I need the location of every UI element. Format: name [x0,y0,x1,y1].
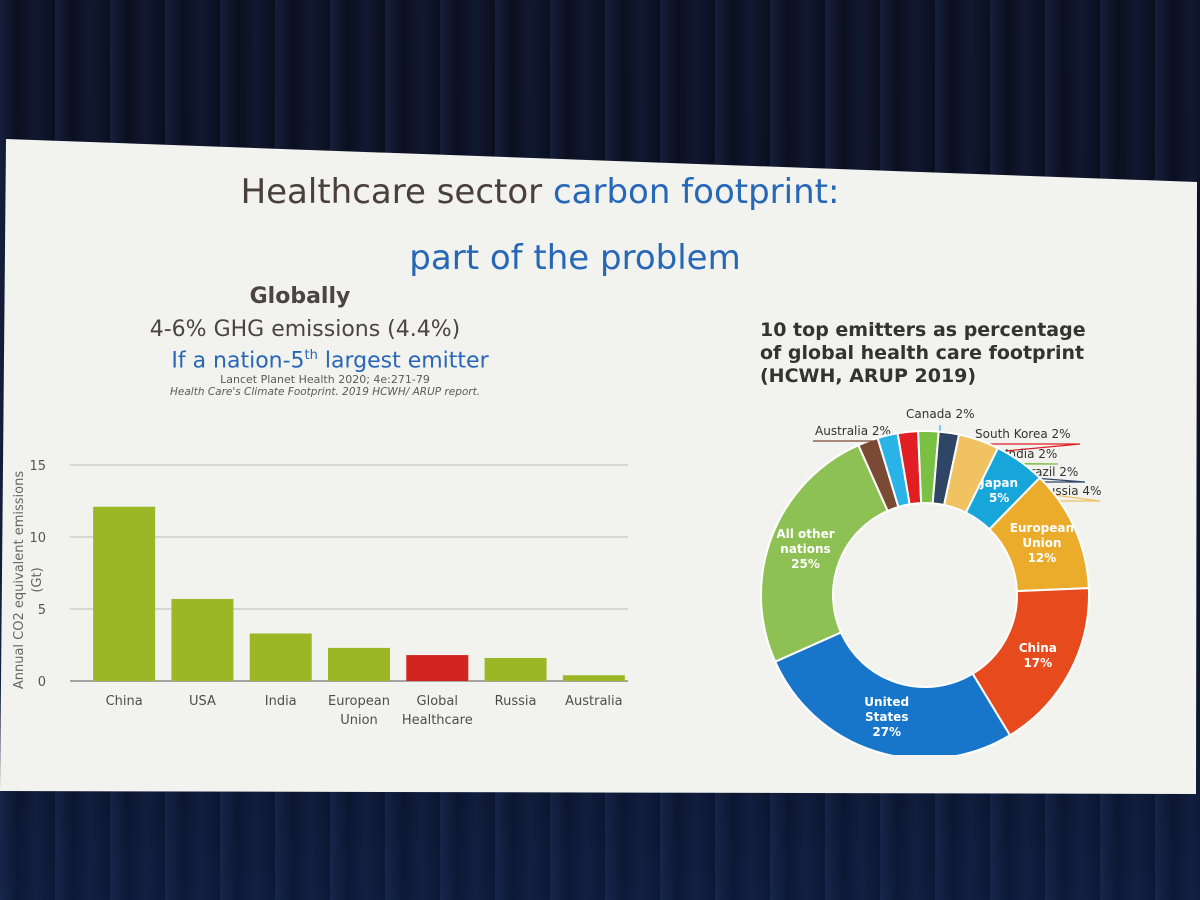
title-part1: Healthcare sector [240,172,553,212]
donut-chart: Australia 2% Canada 2%South Korea 2% India… [760,407,1101,755]
y-axis-label: Annual CO2 equivalent emissions (Gt) [12,471,45,689]
x-tick-label-line: India [265,694,297,709]
bar [328,647,390,681]
slide-title-line2: part of the problem [409,238,741,278]
x-tick-label-line: USA [189,694,216,709]
x-tick-label: USA [189,694,216,709]
donut-outside-label: South Korea 2% [975,427,1071,441]
bar [249,633,312,681]
donut-slice-label-line: Japan [979,476,1018,490]
donut-slice-label: European Union 12% [1010,521,1074,565]
x-tick-label: Australia [565,694,623,709]
donut-outside-label: India 2% [1005,447,1057,461]
x-tick-label-line: Healthcare [402,713,473,728]
donut-slice-label-line: 17% [1023,656,1052,670]
y-tick-label: 10 [29,531,46,546]
donut-slice-label-line: 25% [791,557,820,571]
donut-slice-label-line: 27% [872,725,901,739]
x-tick-label: Global Healthcare [402,694,473,728]
donut-slice [773,631,1012,755]
x-tick-label: Russia [495,694,537,709]
emissions-range-text: 4-6% GHG emissions (4.4%) [149,317,461,342]
y-axis-label-line: (Gt) [30,567,45,592]
reference-hcwh-report: Health Care's Climate Footprint. 2019 HC… [170,386,481,398]
donut-chart-title: 10 top emitters as percentage of global … [760,319,1086,387]
donut-slice-label-line: States [865,710,909,724]
slide-title-line1: Healthcare sector carbon footprint: [0,172,1080,212]
donut-slice-label-line: Union [1022,536,1061,550]
bar [93,506,156,681]
donut-slice-label-line: All other [776,527,834,541]
y-tick-label: 5 [38,603,46,618]
donut-outside-label: Canada 2% [906,407,975,421]
reference-lancet: Lancet Planet Health 2020; 4e:271-79 [220,373,430,386]
nation-rank-text: If a nation-5th largest emitter [145,348,515,373]
donut-slice-label-line: United [864,695,909,709]
x-tick-label-line: Russia [495,694,537,709]
donut-slice-label: United States 27% [864,695,909,739]
y-tick-label: 0 [38,675,46,690]
nation-suffix: largest emitter [317,348,489,374]
bar [484,657,547,681]
y-tick-label: 15 [29,459,46,474]
x-tick-label-line: European [328,694,390,709]
title-highlight: carbon footprint: [552,172,840,212]
globally-heading: Globally [249,284,351,309]
x-tick-label-line: Global [417,694,458,709]
nation-superscript: th [304,348,318,363]
x-tick-label-line: China [106,694,143,709]
donut-slice-label-line: 5% [989,491,1009,505]
bar-chart: 0 5 10 15 China USA India European Union Global He… [12,459,628,728]
x-tick-label: European Union [328,694,390,728]
bar [406,655,469,681]
donut-outside-label: Australia 2% [815,424,891,438]
donut-slice-label: China 17% [1019,641,1057,670]
bar [562,675,625,681]
y-axis-label-line: Annual CO2 equivalent emissions [12,471,27,689]
donut-slice-label-line: China [1019,641,1057,655]
nation-prefix: If a nation-5 [171,348,305,374]
x-tick-label-line: Union [340,713,378,728]
x-tick-label-line: Australia [565,694,623,709]
bar [171,598,234,681]
x-tick-label: China [106,694,143,709]
x-tick-label: India [265,694,297,709]
donut-slice-label: All other nations 25% [776,527,834,571]
donut-slice-label-line: 12% [1028,551,1057,565]
donut-slice-label-line: nations [780,542,830,556]
donut-slice [760,443,889,664]
donut-slice-label: Japan 5% [979,476,1018,505]
donut-slice-label-line: European [1010,521,1074,535]
